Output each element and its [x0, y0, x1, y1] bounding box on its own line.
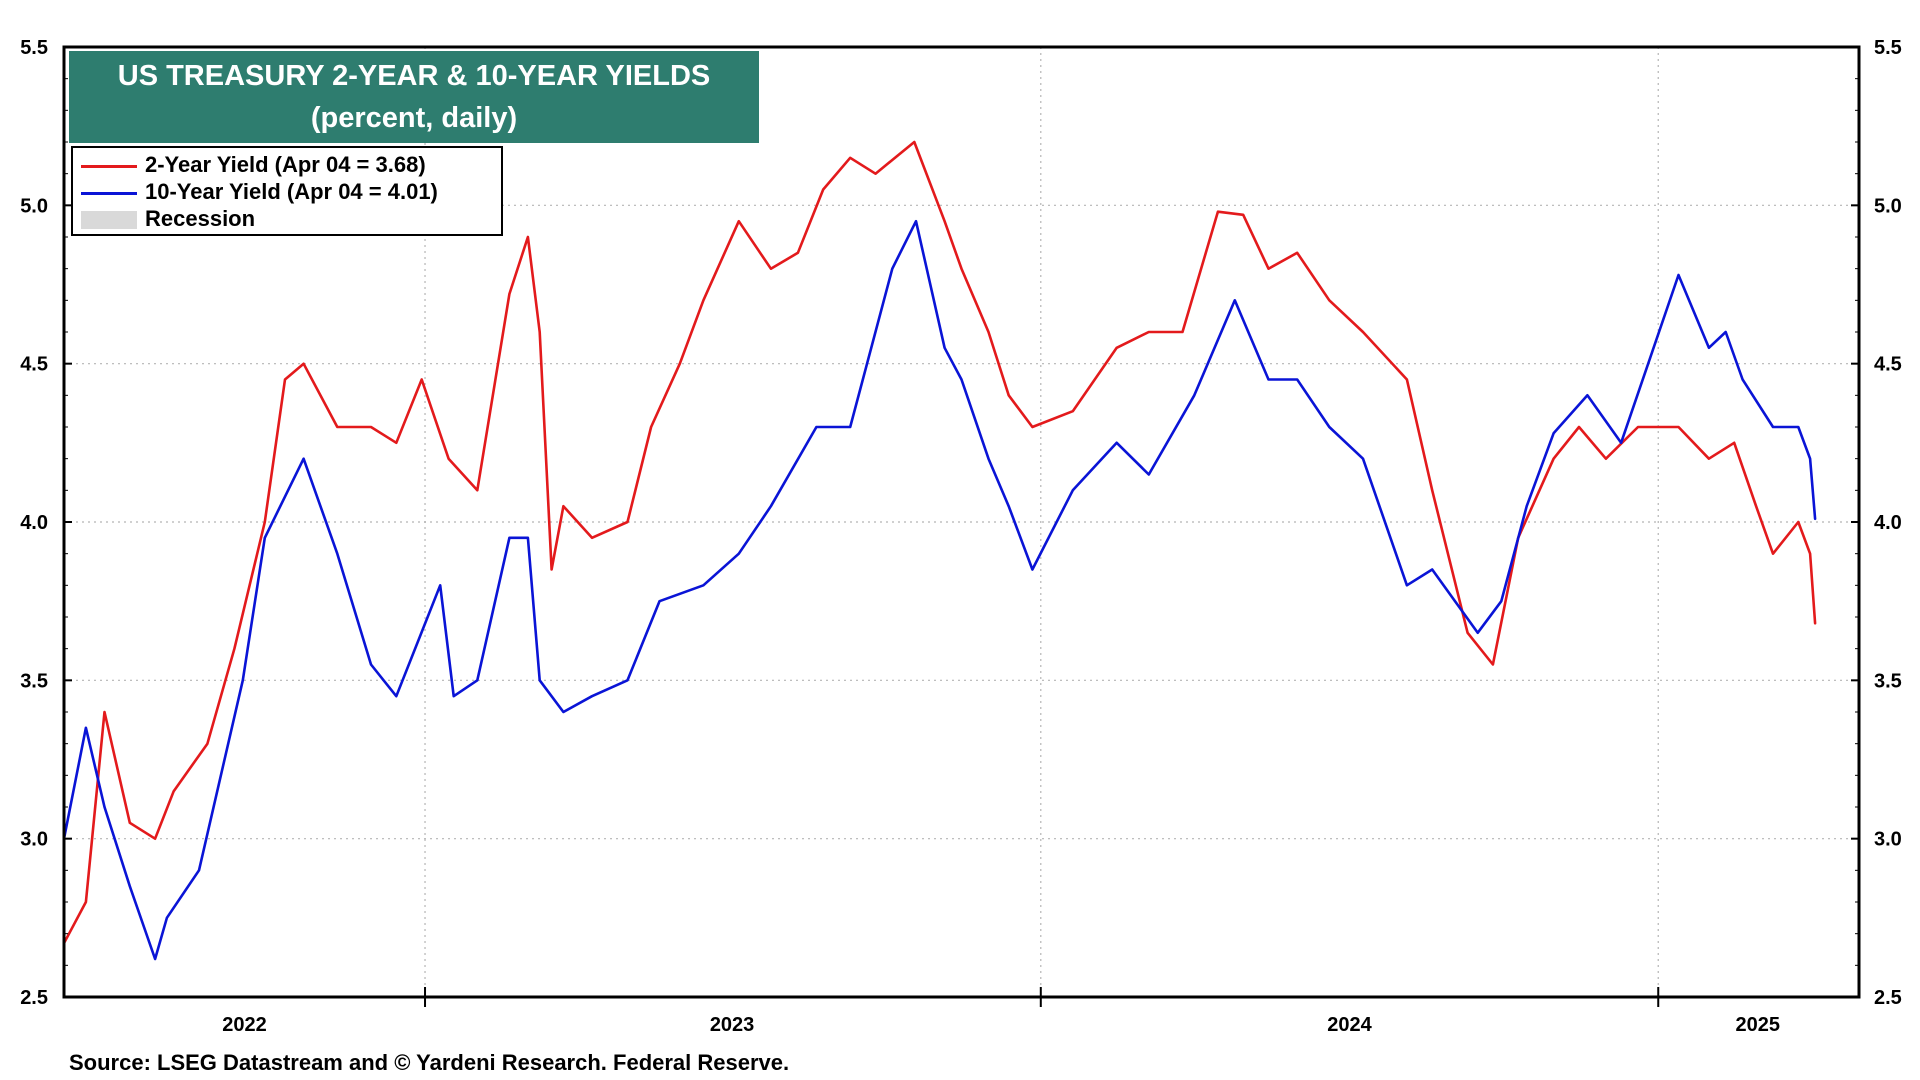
source-note: Source: LSEG Datastream and © Yardeni Re… [69, 1050, 790, 1075]
y-tick-label-left: 4.0 [20, 512, 48, 534]
legend-swatch-ten-year [81, 191, 137, 195]
grid-lines [64, 47, 1859, 997]
legend-swatch-two-year [81, 164, 137, 168]
x-tick-label: 2022 [222, 1014, 267, 1036]
series-line-two-year [62, 140, 1817, 945]
legend: 2-Year Yield (Apr 04 = 3.68) 10-Year Yie… [71, 146, 503, 236]
y-tick-label-left: 5.0 [20, 195, 48, 217]
y-tick-label-left: 3.5 [20, 670, 48, 692]
y-tick-label-left: 3.0 [20, 829, 48, 851]
y-tick-label-left: 4.5 [20, 354, 48, 376]
chart-title-line1: US TREASURY 2-YEAR & 10-YEAR YIELDS [117, 60, 711, 92]
y-tick-label-right: 3.5 [1874, 670, 1902, 692]
y-tick-label-right: 2.5 [1874, 987, 1902, 1009]
legend-item-ten-year: 10-Year Yield (Apr 04 = 4.01) [81, 179, 438, 205]
y-tick-label-right: 5.5 [1874, 37, 1902, 59]
x-tick-label: 2024 [1327, 1014, 1372, 1036]
chart-title: US TREASURY 2-YEAR & 10-YEAR YIELDS (per… [69, 51, 759, 143]
legend-swatch-recession [81, 211, 137, 230]
legend-item-recession: Recession [81, 206, 255, 232]
y-tick-label-left: 5.5 [20, 37, 48, 59]
x-tick-label: 2023 [710, 1014, 755, 1036]
y-tick-label-right: 4.0 [1874, 512, 1902, 534]
series-line-ten-year [62, 219, 1817, 961]
y-tick-label-left: 2.5 [20, 987, 48, 1009]
y-tick-label-right: 3.0 [1874, 829, 1902, 851]
y-tick-label-right: 4.5 [1874, 354, 1902, 376]
series-lines [62, 140, 1817, 961]
x-tick-label: 2025 [1736, 1014, 1781, 1036]
legend-label-two-year: 2-Year Yield (Apr 04 = 3.68) [145, 152, 426, 177]
legend-label-ten-year: 10-Year Yield (Apr 04 = 4.01) [145, 179, 438, 204]
y-tick-label-right: 5.0 [1874, 195, 1902, 217]
legend-label-recession: Recession [145, 206, 256, 231]
axis-ticks: 2.5 2.5 3.0 3.0 3.5 3.5 4.0 4.0 4.5 4.5 5.0 5.0 5.5 5… [20, 37, 1902, 1036]
chart-subtitle: (percent, daily) [310, 102, 518, 134]
legend-item-two-year: 2-Year Yield (Apr 04 = 3.68) [81, 152, 426, 178]
